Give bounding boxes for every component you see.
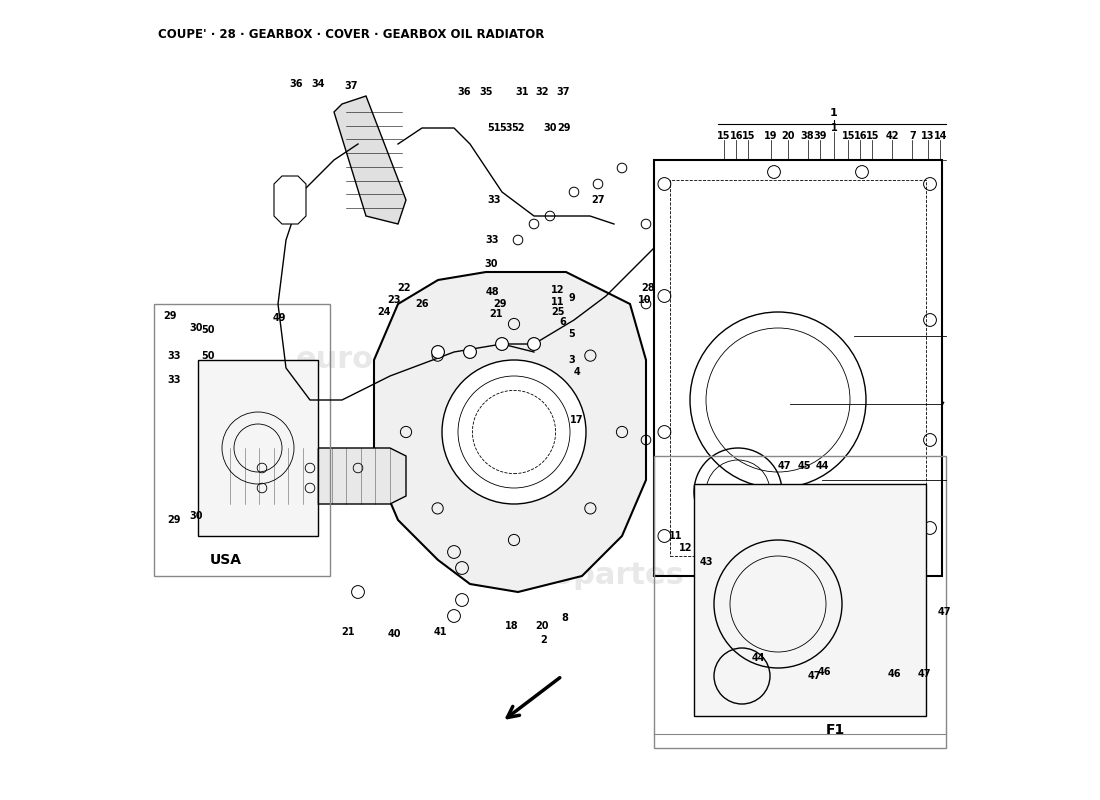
Text: 31: 31	[515, 87, 529, 97]
Text: 47: 47	[778, 461, 791, 470]
Text: 38: 38	[801, 131, 814, 141]
Text: 4: 4	[574, 367, 581, 377]
Text: 44: 44	[751, 653, 764, 662]
Text: 47: 47	[807, 671, 821, 681]
Bar	[694, 484, 926, 716]
Text: 19: 19	[764, 131, 778, 141]
Text: 29: 29	[167, 515, 180, 525]
Text: 30: 30	[485, 259, 498, 269]
Text: 30: 30	[543, 123, 557, 133]
Text: 36: 36	[289, 79, 304, 89]
Text: 3: 3	[569, 355, 575, 365]
Text: 46: 46	[888, 669, 901, 678]
Text: 15: 15	[842, 131, 855, 141]
Text: 32: 32	[536, 87, 549, 97]
Bar	[654, 456, 946, 748]
Polygon shape	[374, 272, 646, 592]
Text: COUPE' · 28 · GEARBOX · COVER · GEARBOX OIL RADIATOR: COUPE' · 28 · GEARBOX · COVER · GEARBOX …	[158, 28, 544, 41]
Text: 34: 34	[311, 79, 324, 89]
Bar	[198, 360, 318, 536]
Text: 1: 1	[830, 108, 838, 118]
Text: 35: 35	[480, 87, 493, 97]
Text: 47: 47	[937, 607, 952, 617]
Text: 16: 16	[854, 131, 867, 141]
Text: 33: 33	[487, 195, 500, 205]
Text: 42: 42	[886, 131, 899, 141]
Text: 25: 25	[551, 307, 564, 317]
Text: 23: 23	[387, 295, 400, 305]
Text: 27: 27	[592, 195, 605, 205]
Text: 48: 48	[485, 287, 499, 297]
Text: 10: 10	[638, 295, 651, 305]
Text: 22: 22	[398, 283, 411, 293]
Text: 33: 33	[167, 375, 180, 385]
Text: 52: 52	[512, 123, 525, 133]
Text: europartes: europartes	[496, 562, 684, 590]
Text: 17: 17	[570, 415, 583, 425]
Circle shape	[463, 346, 476, 358]
Text: 33: 33	[486, 235, 499, 245]
Text: 6: 6	[560, 317, 566, 326]
Text: USA: USA	[210, 553, 242, 567]
Text: 20: 20	[782, 131, 795, 141]
Text: 44: 44	[815, 461, 828, 470]
Text: 7: 7	[909, 131, 916, 141]
Text: 49: 49	[273, 314, 286, 323]
Text: 39: 39	[814, 131, 827, 141]
Circle shape	[496, 338, 508, 350]
Text: 14: 14	[934, 131, 947, 141]
Bar	[154, 304, 330, 576]
Text: 37: 37	[345, 81, 359, 90]
Text: 53: 53	[499, 123, 513, 133]
Text: 1: 1	[830, 123, 837, 133]
Text: 33: 33	[167, 351, 180, 361]
Text: 9: 9	[569, 293, 575, 302]
Circle shape	[431, 346, 444, 358]
Bar	[670, 180, 926, 556]
Text: 46: 46	[817, 667, 832, 677]
Text: 15: 15	[717, 131, 730, 141]
Text: 16: 16	[729, 131, 744, 141]
Text: 2: 2	[540, 635, 547, 645]
Text: 29: 29	[494, 299, 507, 309]
Text: 41: 41	[433, 627, 447, 637]
Text: 21: 21	[342, 627, 355, 637]
Text: 36: 36	[458, 87, 471, 97]
Polygon shape	[334, 96, 406, 224]
Text: 51: 51	[487, 123, 500, 133]
Text: 12: 12	[680, 543, 693, 553]
Text: 8: 8	[561, 613, 568, 622]
Polygon shape	[274, 176, 306, 224]
Text: 21: 21	[488, 310, 503, 319]
Text: 29: 29	[163, 311, 177, 321]
Circle shape	[528, 338, 540, 350]
Text: F1: F1	[826, 723, 845, 738]
Text: 45: 45	[798, 461, 811, 470]
Text: 43: 43	[700, 557, 713, 566]
Text: 37: 37	[557, 87, 571, 97]
Text: 11: 11	[551, 298, 564, 307]
Text: 50: 50	[201, 326, 214, 335]
Text: 13: 13	[921, 131, 934, 141]
Text: 20: 20	[536, 621, 549, 630]
Circle shape	[442, 360, 586, 504]
Text: 15: 15	[741, 131, 755, 141]
Text: 18: 18	[505, 621, 518, 630]
Text: 28: 28	[641, 283, 654, 293]
Text: 12: 12	[551, 285, 564, 294]
Text: 15: 15	[866, 131, 879, 141]
Text: 47: 47	[917, 669, 931, 678]
Text: 40: 40	[387, 630, 400, 639]
Text: 30: 30	[189, 511, 204, 521]
Text: 29: 29	[558, 123, 571, 133]
Text: 5: 5	[569, 330, 575, 339]
Polygon shape	[214, 448, 406, 504]
Text: 30: 30	[189, 323, 204, 333]
Text: europartes: europartes	[296, 346, 484, 374]
Text: 50: 50	[201, 351, 214, 361]
Text: 26: 26	[416, 299, 429, 309]
Bar	[654, 160, 942, 576]
Text: 11: 11	[669, 531, 682, 541]
Text: 24: 24	[377, 307, 390, 317]
